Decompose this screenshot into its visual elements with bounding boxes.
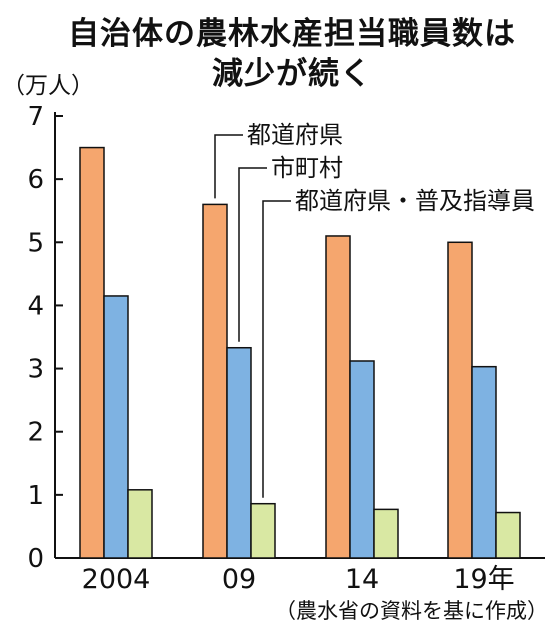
bar-2-1 xyxy=(250,502,276,559)
y-tick-label: 1 xyxy=(27,481,44,511)
y-tick-label: 7 xyxy=(27,102,44,132)
y-axis-ticks: 0 1 2 3 4 5 6 7 xyxy=(27,102,63,574)
bar-1-1 xyxy=(226,346,252,559)
bar-2-2 xyxy=(373,508,399,559)
x-tick-label: 19年 xyxy=(453,564,514,595)
legend-label: 市町村 xyxy=(271,154,343,182)
y-tick-label: 5 xyxy=(27,228,44,258)
legend-label: 都道府県 xyxy=(247,121,343,149)
legend-leader-line xyxy=(238,167,267,342)
x-axis-labels: 2004 09 14 19年 xyxy=(82,564,515,595)
bar-0-1 xyxy=(202,203,228,559)
bar-0-2 xyxy=(325,235,351,559)
bar-1-3 xyxy=(471,365,497,559)
y-tick-label: 0 xyxy=(27,544,44,574)
chart-title-line-2: 減少が続く xyxy=(212,56,372,92)
bar-1-0 xyxy=(103,295,129,559)
bar-0-3 xyxy=(447,241,473,559)
y-tick-label: 6 xyxy=(27,165,44,195)
x-tick-label: 14 xyxy=(345,564,379,595)
x-tick-label: 09 xyxy=(222,564,256,595)
y-tick-label: 4 xyxy=(27,291,44,321)
y-tick-label: 3 xyxy=(27,355,44,385)
legend-leader-line xyxy=(214,134,243,199)
bar-1-2 xyxy=(349,360,375,559)
source-note: （農水省の資料を基に作成） xyxy=(275,599,548,623)
bars-group xyxy=(79,146,521,559)
legend-leader-line xyxy=(262,200,291,498)
x-tick-label: 2004 xyxy=(82,564,151,595)
legend-label: 都道府県・普及指導員 xyxy=(295,187,535,215)
chart-title-line-1: 自治体の農林水産担当職員数は xyxy=(68,16,516,52)
bar-0-0 xyxy=(79,146,105,559)
bar-2-0 xyxy=(127,489,153,559)
bar-2-3 xyxy=(495,511,521,559)
y-tick-label: 2 xyxy=(27,418,44,448)
y-unit-label: （万人） xyxy=(2,73,94,99)
